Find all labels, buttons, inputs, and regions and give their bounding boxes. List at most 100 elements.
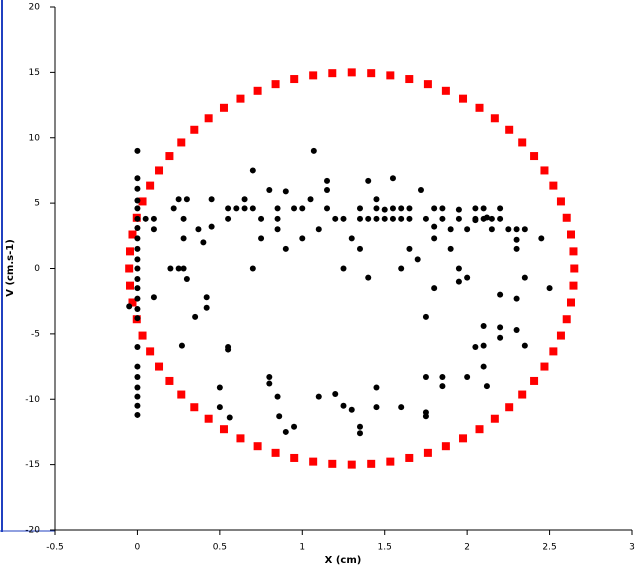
point bbox=[386, 71, 395, 80]
point bbox=[150, 215, 157, 222]
point bbox=[134, 402, 141, 409]
point bbox=[488, 226, 495, 233]
point bbox=[190, 125, 199, 134]
point bbox=[455, 265, 462, 272]
point bbox=[365, 177, 372, 184]
point bbox=[324, 187, 331, 194]
y-tick-label: -10 bbox=[25, 395, 40, 405]
point bbox=[441, 86, 450, 95]
point bbox=[203, 294, 210, 301]
point bbox=[328, 69, 337, 78]
point bbox=[480, 342, 487, 349]
point bbox=[398, 205, 405, 212]
point bbox=[406, 245, 413, 252]
point bbox=[455, 215, 462, 222]
point bbox=[155, 362, 164, 371]
point bbox=[356, 245, 363, 252]
point bbox=[276, 413, 283, 420]
point bbox=[431, 205, 438, 212]
point bbox=[180, 235, 187, 242]
point bbox=[183, 275, 190, 282]
point bbox=[381, 206, 388, 213]
point bbox=[178, 342, 185, 349]
point bbox=[472, 343, 479, 350]
point bbox=[258, 235, 265, 242]
x-tick-label: 1.5 bbox=[378, 543, 392, 553]
point bbox=[356, 430, 363, 437]
point bbox=[204, 114, 213, 123]
point bbox=[324, 205, 331, 212]
point bbox=[138, 331, 147, 340]
point bbox=[513, 326, 520, 333]
point bbox=[549, 347, 558, 356]
point bbox=[134, 175, 141, 182]
point bbox=[146, 181, 155, 190]
point bbox=[521, 342, 528, 349]
point bbox=[134, 374, 141, 381]
point bbox=[142, 215, 149, 222]
point bbox=[505, 125, 514, 134]
point bbox=[367, 69, 376, 78]
point bbox=[134, 224, 141, 231]
point bbox=[126, 303, 133, 310]
point bbox=[490, 414, 499, 423]
point bbox=[134, 295, 141, 302]
point bbox=[165, 152, 174, 161]
point bbox=[439, 383, 446, 390]
point bbox=[328, 459, 337, 468]
point bbox=[483, 383, 490, 390]
point bbox=[236, 94, 245, 103]
point bbox=[431, 235, 438, 242]
y-tick-label: 15 bbox=[29, 68, 40, 78]
point bbox=[530, 376, 539, 385]
point bbox=[423, 80, 432, 89]
point bbox=[150, 294, 157, 301]
point bbox=[195, 226, 202, 233]
point bbox=[483, 214, 490, 221]
point bbox=[134, 275, 141, 282]
point bbox=[134, 205, 141, 212]
point bbox=[274, 215, 281, 222]
y-tick-label: 5 bbox=[34, 199, 40, 209]
point bbox=[472, 205, 479, 212]
point bbox=[180, 215, 187, 222]
point bbox=[134, 265, 141, 272]
point bbox=[226, 414, 233, 421]
point bbox=[348, 406, 355, 413]
point bbox=[190, 403, 199, 412]
point bbox=[439, 215, 446, 222]
point bbox=[513, 236, 520, 243]
point bbox=[266, 187, 273, 194]
point bbox=[521, 274, 528, 281]
point bbox=[439, 205, 446, 212]
point bbox=[347, 68, 356, 77]
point bbox=[475, 103, 484, 112]
y-tick-label: -15 bbox=[25, 460, 40, 470]
point bbox=[422, 215, 429, 222]
point bbox=[562, 213, 571, 222]
point bbox=[165, 376, 174, 385]
point bbox=[126, 247, 135, 256]
point bbox=[513, 226, 520, 233]
point bbox=[208, 196, 215, 203]
point bbox=[241, 196, 248, 203]
point bbox=[556, 197, 565, 206]
point bbox=[569, 247, 578, 256]
point bbox=[274, 226, 281, 233]
y-tick-label: -5 bbox=[31, 329, 40, 339]
point bbox=[356, 423, 363, 430]
point bbox=[177, 390, 186, 399]
point bbox=[128, 298, 137, 307]
point bbox=[216, 384, 223, 391]
point bbox=[475, 425, 484, 434]
point bbox=[170, 205, 177, 212]
point bbox=[365, 215, 372, 222]
point bbox=[497, 324, 504, 331]
point bbox=[258, 215, 265, 222]
point bbox=[249, 205, 256, 212]
point bbox=[518, 390, 527, 399]
point bbox=[422, 313, 429, 320]
point bbox=[538, 235, 545, 242]
